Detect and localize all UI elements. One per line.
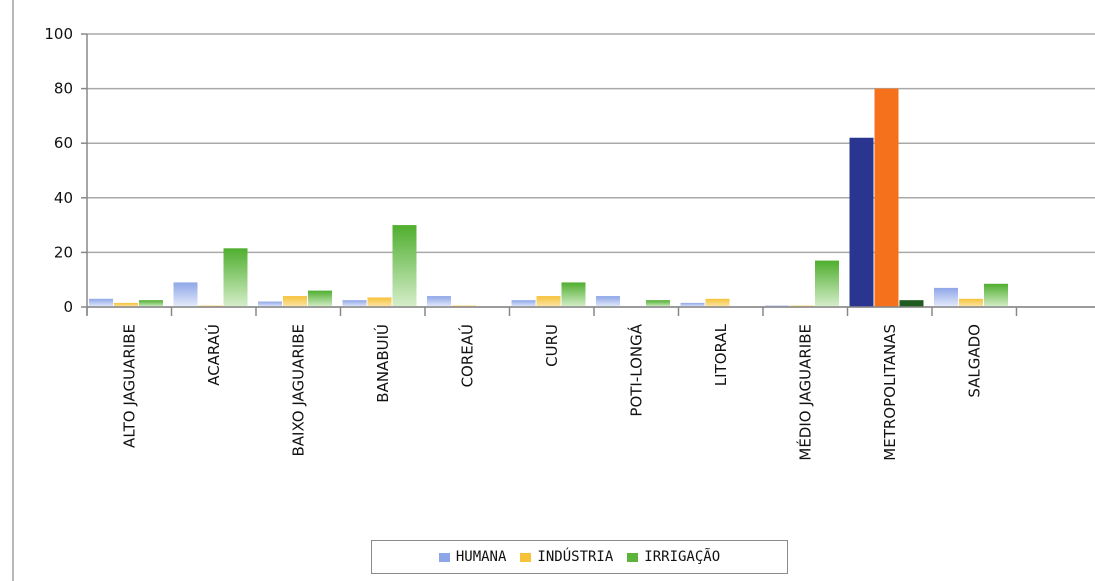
category-label: ALTO JAGUARIBE <box>120 324 138 448</box>
legend-swatch-humana <box>439 553 450 562</box>
bar-humana-3 <box>343 300 367 307</box>
bar-irrigação-6 <box>646 300 670 307</box>
y-tick-label: 100 <box>44 25 73 43</box>
legend-swatch-irrigacao <box>627 553 638 562</box>
bar-irrigação-8 <box>815 261 839 307</box>
bar-irrigação-10 <box>984 284 1008 307</box>
category-label: BANABUIÚ <box>373 324 392 403</box>
bar-irrigação-1 <box>224 248 248 307</box>
legend-item-industria: INDÚSTRIA <box>520 549 613 565</box>
category-label: BAIXO JAGUARIBE <box>289 324 307 457</box>
legend-item-irrigacao: IRRIGAÇÃO <box>627 549 720 565</box>
y-tick-label: 60 <box>54 134 73 152</box>
category-label: CURU <box>543 324 561 367</box>
bar-chart: 0 20 40 60 80 100 ALTO JAGUARIBE ACARAÚ BAIXO JA… <box>0 0 1095 540</box>
legend-item-humana: HUMANA <box>439 549 507 565</box>
y-tick-label: 0 <box>63 298 73 316</box>
bar-indústria-9 <box>875 89 899 307</box>
bar-irrigação-3 <box>393 225 417 307</box>
legend-label-irrigacao: IRRIGAÇÃO <box>644 549 720 565</box>
bar-humana-1 <box>174 282 198 307</box>
category-label: ACARAÚ <box>204 324 223 386</box>
category-label: POTI-LONGÁ <box>626 323 645 416</box>
bar-humana-4 <box>427 296 451 307</box>
bar-irrigação-2 <box>308 291 332 307</box>
category-label: SALGADO <box>965 324 983 398</box>
y-tick-label: 40 <box>54 189 73 207</box>
legend-swatch-industria <box>520 553 531 562</box>
legend-label-industria: INDÚSTRIA <box>537 549 613 565</box>
bar-indústria-10 <box>959 299 983 307</box>
bar-indústria-2 <box>283 296 307 307</box>
bar-indústria-5 <box>537 296 561 307</box>
bar-indústria-7 <box>706 299 730 307</box>
bar-irrigação-5 <box>562 282 586 307</box>
category-label: LITORAL <box>712 323 730 386</box>
bar-humana-0 <box>89 299 113 307</box>
category-label: METROPOLITANAS <box>881 324 899 461</box>
bar-humana-5 <box>512 300 536 307</box>
bar-humana-9 <box>850 138 874 307</box>
category-label: MÉDIO JAGUARIBE <box>795 324 814 461</box>
y-tick-label: 20 <box>54 243 73 261</box>
bar-irrigação-0 <box>139 300 163 307</box>
legend-label-humana: HUMANA <box>456 549 507 565</box>
bar-indústria-3 <box>368 297 392 307</box>
bar-humana-6 <box>596 296 620 307</box>
labels: 0 20 40 60 80 100 ALTO JAGUARIBE ACARAÚ BAIXO JA… <box>44 25 983 461</box>
legend: HUMANA INDÚSTRIA IRRIGAÇÃO <box>371 540 788 574</box>
bar-humana-10 <box>934 288 958 307</box>
y-tick-label: 80 <box>54 80 73 98</box>
category-label: COREAÚ <box>457 324 476 387</box>
bar-irrigação-9 <box>900 300 924 307</box>
bar-humana-2 <box>258 302 282 307</box>
